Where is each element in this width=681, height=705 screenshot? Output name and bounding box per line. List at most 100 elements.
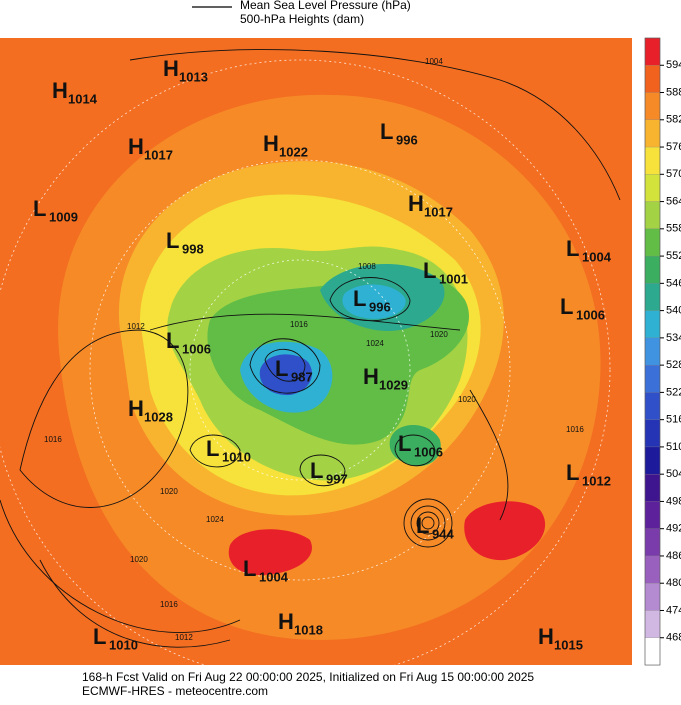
colorbar-bin — [644, 119, 661, 148]
center-letter: H — [52, 78, 68, 103]
colorbar-label: 570 — [666, 168, 681, 180]
colorbar-bin — [644, 419, 661, 448]
center-pressure: 1017 — [144, 147, 173, 162]
center-letter: L — [166, 328, 179, 353]
colorbar-label: 558 — [666, 223, 681, 235]
center-letter: H — [408, 191, 424, 216]
colorbar-frame — [644, 37, 661, 666]
colorbar-label: 486 — [666, 550, 681, 562]
center-pressure: 1006 — [182, 341, 211, 356]
height-534 — [342, 284, 406, 319]
center-letter: L — [310, 458, 323, 483]
colorbar-bin — [644, 610, 661, 639]
colorbar-bin — [644, 310, 661, 339]
center-pressure: 944 — [432, 526, 454, 541]
center-pressure: 1029 — [379, 377, 408, 392]
height-546 — [389, 425, 441, 467]
colorbar-bin — [644, 146, 661, 175]
center-pressure: 998 — [182, 241, 204, 256]
height-594 — [464, 501, 546, 561]
center-letter: L — [566, 460, 579, 485]
center-letter: H — [163, 56, 179, 81]
contour-label: 1020 — [130, 555, 148, 564]
colorbar-label: 474 — [666, 604, 681, 616]
center-pressure: 1004 — [259, 569, 289, 584]
contour-label: 1012 — [175, 633, 193, 642]
center-pressure: 997 — [326, 471, 348, 486]
center-letter: H — [128, 134, 144, 159]
contour-label: 1020 — [458, 395, 476, 404]
footer-line: 168-h Fcst Valid on Fri Aug 22 00:00:00 … — [82, 670, 534, 684]
center-letter: L — [93, 624, 106, 649]
colorbar-label: 576 — [666, 141, 681, 153]
center-letter: H — [278, 609, 294, 634]
center-pressure: 987 — [291, 369, 313, 384]
contour-label: 1020 — [160, 487, 178, 496]
colorbar-label: 522 — [666, 386, 681, 398]
colorbar-bin — [644, 201, 661, 230]
center-pressure: 1006 — [576, 307, 605, 322]
center-pressure: 1014 — [68, 91, 98, 106]
legend-label: Mean Sea Level Pressure (hPa) — [240, 0, 411, 12]
latitude-circles — [0, 59, 611, 681]
colorbar-label: 504 — [666, 468, 681, 480]
colorbar-bin — [644, 174, 661, 203]
center-pressure: 1012 — [582, 473, 611, 488]
center-pressure: 1015 — [554, 637, 583, 652]
colorbar-label: 498 — [666, 495, 681, 507]
isobars — [0, 49, 621, 648]
center-pressure: 1010 — [222, 449, 251, 464]
center-letter: H — [128, 396, 144, 421]
contour-label: 1004 — [425, 57, 443, 66]
colorbar-bin — [644, 337, 661, 366]
colorbar-bin — [644, 65, 661, 93]
colorbar-label: 588 — [666, 86, 681, 98]
colorbar-bin — [644, 446, 661, 475]
center-letter: L — [353, 286, 366, 311]
center-letter: L — [243, 556, 256, 581]
center-letter: L — [566, 236, 579, 261]
center-letter: L — [275, 356, 288, 381]
warm-zone — [0, 38, 632, 665]
center-pressure: 1009 — [49, 209, 78, 224]
colorbar-label: 510 — [666, 441, 681, 453]
height-594 — [228, 529, 312, 575]
center-pressure: 1013 — [179, 69, 208, 84]
colorbar-label: 540 — [666, 305, 681, 317]
colorbar-bin — [644, 583, 661, 611]
colorbar-label: 546 — [666, 277, 681, 289]
center-pressure: 1018 — [294, 622, 323, 637]
colorbar-bin — [644, 37, 661, 66]
center-letter: H — [363, 364, 379, 389]
colorbar: 594 588 582 576 570 564 558 552 546 540 534 528 522 5… — [644, 37, 681, 666]
colorbar-label: 564 — [666, 195, 681, 207]
colorbar-bin — [644, 255, 661, 284]
center-pressure: 1017 — [424, 204, 453, 219]
center-pressure: 1028 — [144, 409, 173, 424]
colorbar-label: 468 — [666, 632, 681, 644]
colorbar-bin — [644, 364, 661, 393]
center-letter: L — [166, 228, 179, 253]
colorbar-bin — [644, 501, 661, 530]
footer-line: ECMWF-HRES - meteocentre.com — [82, 684, 268, 698]
colorbar-bin — [644, 555, 661, 584]
center-letter: H — [263, 131, 279, 156]
center-pressure: 1022 — [279, 144, 308, 159]
center-letter: L — [380, 119, 393, 144]
legend-label: 500-hPa Heights (dam) — [240, 12, 364, 26]
contour-label: 1024 — [206, 515, 224, 524]
contour-label: 1024 — [366, 339, 384, 348]
center-pressure: 1004 — [582, 249, 612, 264]
center-letter: H — [538, 624, 554, 649]
center-pressure: 1010 — [109, 637, 138, 652]
contour-label: 1016 — [566, 425, 584, 434]
contour-label: 1020 — [430, 330, 448, 339]
colorbar-label: 480 — [666, 577, 681, 589]
center-pressure: 1006 — [414, 444, 443, 459]
center-letter: L — [423, 258, 436, 283]
center-letter: L — [560, 294, 573, 319]
colorbar-bin — [644, 92, 661, 121]
